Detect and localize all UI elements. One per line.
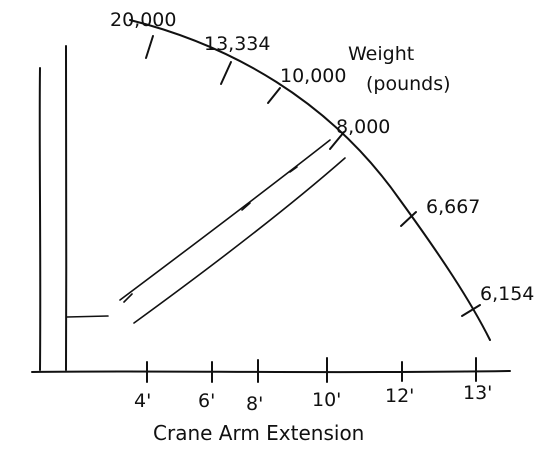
x-tick-label-13: 13' — [463, 382, 492, 404]
curve-tick-marks — [145, 35, 481, 317]
load-curve — [129, 19, 491, 341]
weight-units: (pounds) — [366, 73, 451, 95]
weight-title: Weight — [348, 43, 414, 65]
x-tick-label-4: 4' — [134, 390, 151, 412]
x-axis-line — [31, 370, 511, 374]
weight-label-20000: 20,000 — [110, 9, 176, 31]
x-tick-label-8: 8' — [246, 393, 263, 415]
x-axis-ticks — [146, 357, 477, 383]
crane-arm — [119, 139, 346, 324]
weight-label-6667: 6,667 — [426, 196, 480, 218]
weight-label-8000: 8,000 — [336, 116, 390, 138]
weight-label-13334: 13,334 — [204, 33, 270, 55]
x-tick-label-6: 6' — [198, 390, 215, 412]
x-axis-caption: Crane Arm Extension — [153, 421, 364, 445]
crane-mast — [38, 45, 68, 371]
weight-label-10000: 10,000 — [280, 65, 346, 87]
x-tick-label-12: 12' — [385, 385, 414, 407]
weight-label-6154: 6,154 — [480, 283, 534, 305]
crane-base-arm — [66, 315, 109, 318]
x-tick-label-10: 10' — [312, 389, 341, 411]
